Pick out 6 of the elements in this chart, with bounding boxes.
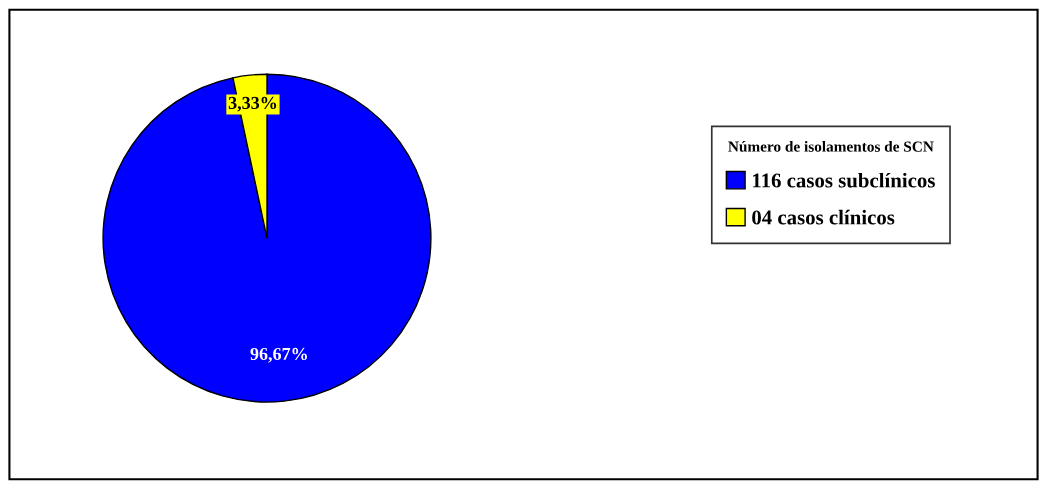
data-label: 96,67%: [250, 347, 307, 363]
pie-slice: [102, 73, 432, 403]
data-label: 3,33%: [228, 96, 277, 112]
legend-title: Número de isolamentos de SCN: [728, 140, 934, 152]
legend-label: 04 casos clínicos: [752, 209, 895, 225]
legend-label: 116 casos subclínicos: [753, 172, 935, 188]
